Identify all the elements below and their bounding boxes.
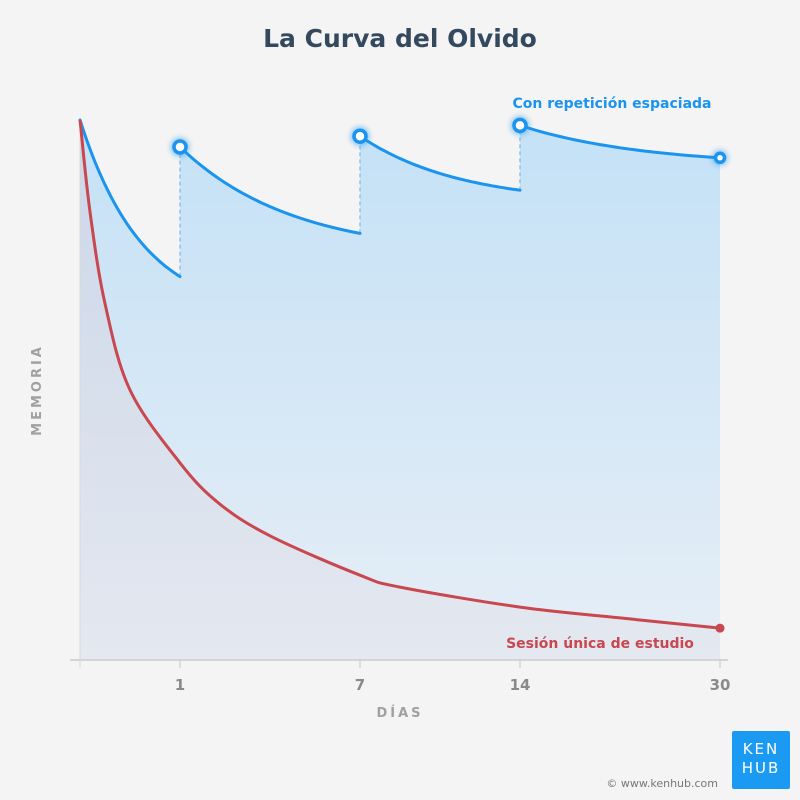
x-tick-label: 1 (175, 676, 185, 694)
review-point (172, 139, 188, 155)
legend-spaced-repetition: Con repetición espaciada (512, 96, 711, 112)
review-point (713, 151, 727, 165)
spaced-repetition-line-segment (178, 145, 362, 235)
y-axis-label: MEMORIA (30, 344, 45, 436)
review-point (512, 117, 528, 134)
logo-text-line: HUB (741, 759, 781, 777)
spaced-repetition-line-segment (78, 118, 182, 279)
kenhub-logo: KEN HUB (732, 731, 790, 789)
copyright-text: © www.kenhub.com (606, 777, 718, 790)
single-session-end-point (715, 623, 725, 633)
chart-title: La Curva del Olvido (263, 24, 537, 53)
legend-single-session: Sesión única de estudio (506, 636, 694, 652)
spaced-repetition-line-segment (518, 123, 722, 160)
logo-text-line: KEN (742, 740, 780, 758)
single-session-area (80, 120, 720, 660)
review-point (352, 128, 368, 144)
x-tick-label: 14 (510, 676, 531, 694)
x-axis-label: DÍAS (376, 705, 423, 721)
spaced-repetition-line-segment (358, 134, 522, 192)
x-tick-label: 30 (710, 676, 731, 694)
single-session-line (78, 119, 721, 630)
x-tick-label: 7 (355, 676, 365, 694)
